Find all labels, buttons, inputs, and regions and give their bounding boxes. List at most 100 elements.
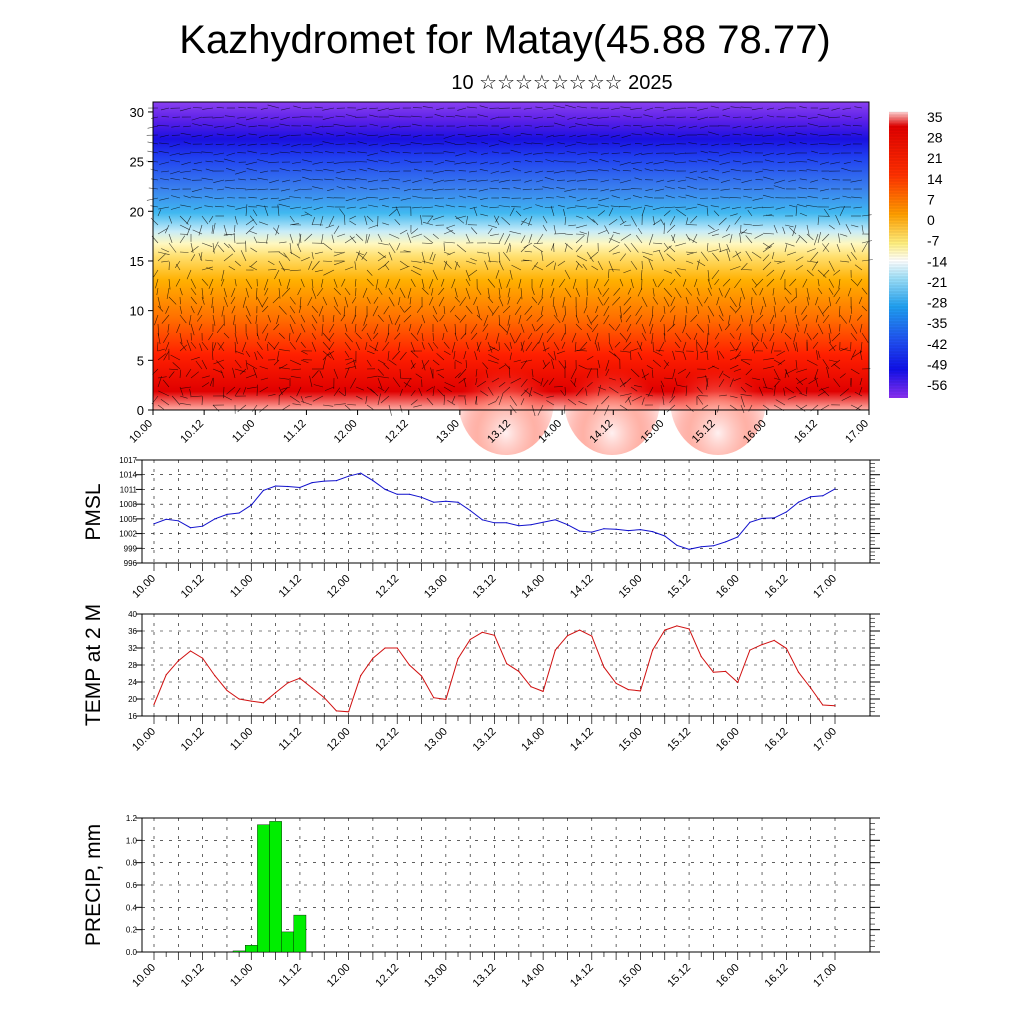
wind-arrow	[795, 256, 804, 262]
wind-arrow	[608, 323, 615, 331]
wind-arrow	[234, 368, 246, 373]
wind-arrow	[718, 370, 724, 379]
wind-arrow	[513, 160, 522, 163]
wind-arrow	[179, 107, 192, 112]
colorbar-label: -14	[927, 253, 947, 269]
wind-arrow	[634, 152, 643, 156]
wind-arrow	[669, 278, 676, 286]
wind-arrow	[388, 287, 394, 295]
data-point	[785, 511, 788, 513]
x-tick-label: 16.12	[763, 726, 791, 754]
wind-arrow	[313, 384, 324, 388]
wind-arrow	[740, 404, 745, 414]
wind-arrow	[322, 353, 330, 361]
wind-arrow	[576, 224, 588, 229]
wind-arrow	[722, 233, 731, 238]
wind-arrow	[269, 179, 280, 184]
wind-arrow	[190, 278, 197, 289]
wind-arrow	[487, 242, 501, 244]
wind-arrow	[385, 332, 390, 343]
data-point	[238, 512, 240, 514]
wind-arrow	[861, 214, 872, 217]
wind-arrow	[575, 234, 585, 244]
wind-arrow	[770, 341, 775, 354]
wind-arrow	[267, 104, 280, 109]
wind-arrow	[572, 278, 577, 289]
wind-arrow	[620, 143, 632, 147]
wind-arrow	[734, 215, 742, 225]
wind-arrow	[787, 395, 797, 400]
y-tick-label: 0.6	[126, 881, 138, 890]
wind-arrow	[677, 134, 687, 138]
wind-arrow	[656, 116, 665, 120]
wind-arrow	[732, 116, 742, 118]
wind-arrow	[217, 244, 225, 253]
wind-arrow	[524, 305, 533, 315]
wind-arrow	[600, 152, 610, 155]
wind-arrow	[485, 369, 489, 379]
wind-arrow	[523, 142, 533, 145]
x-tick-label: 11.12	[281, 418, 308, 445]
wind-arrow	[300, 213, 309, 217]
wind-arrow	[592, 218, 599, 226]
wind-arrow	[551, 359, 555, 370]
wind-arrow	[193, 161, 203, 165]
wind-arrow	[550, 205, 555, 217]
wind-arrow	[168, 261, 170, 271]
wind-arrow	[839, 373, 846, 379]
wind-arrow	[404, 305, 412, 313]
wind-arrow	[789, 227, 797, 235]
wind-arrow	[678, 196, 687, 199]
wind-arrow	[533, 242, 544, 245]
wind-arrow	[759, 287, 764, 296]
wind-arrow	[718, 314, 724, 322]
wind-arrow	[520, 340, 525, 352]
wind-arrow	[257, 188, 269, 191]
wind-arrow	[627, 397, 632, 406]
wind-arrow	[545, 159, 555, 163]
data-point	[530, 524, 532, 526]
wind-arrow	[422, 143, 434, 146]
wind-arrow	[795, 323, 799, 333]
wind-arrow	[245, 278, 253, 289]
wind-arrow	[850, 404, 861, 411]
wind-arrow	[288, 332, 291, 341]
wind-arrow	[390, 161, 401, 164]
wind-arrow	[509, 231, 522, 235]
wind-arrow	[787, 134, 797, 137]
data-point	[627, 689, 629, 691]
wind-arrow	[202, 107, 214, 110]
wind-arrow	[278, 305, 287, 315]
y-tick-label: 5	[137, 353, 144, 368]
wind-arrow	[586, 323, 593, 330]
x-tick-label: 11.12	[277, 573, 304, 600]
wind-arrow	[743, 150, 753, 154]
wind-arrow	[776, 152, 786, 155]
wind-arrow	[432, 233, 439, 240]
wind-arrow	[214, 197, 225, 199]
data-point	[153, 703, 155, 706]
wind-arrow	[183, 141, 192, 145]
wind-arrow	[711, 269, 720, 280]
wind-arrow	[292, 179, 302, 183]
wind-arrow	[238, 178, 247, 181]
wind-arrow	[812, 332, 819, 340]
wind-arrow	[455, 115, 467, 118]
wind-arrow	[806, 269, 814, 277]
wind-arrow	[161, 116, 170, 118]
wind-arrow	[279, 151, 291, 154]
wind-arrow	[454, 260, 461, 268]
x-tick-label: 17.00	[811, 962, 839, 990]
wind-arrow	[260, 143, 269, 145]
wind-arrow	[677, 368, 687, 375]
wind-arrow	[660, 385, 665, 397]
wind-arrow	[652, 249, 661, 253]
wind-arrow	[817, 391, 826, 397]
wind-arrow	[382, 204, 390, 208]
wind-arrow	[685, 251, 694, 253]
wind-arrow	[328, 215, 335, 227]
wind-arrow	[160, 107, 170, 111]
wind-arrow	[817, 269, 827, 278]
wind-arrow	[364, 215, 368, 226]
data-point	[348, 475, 350, 477]
